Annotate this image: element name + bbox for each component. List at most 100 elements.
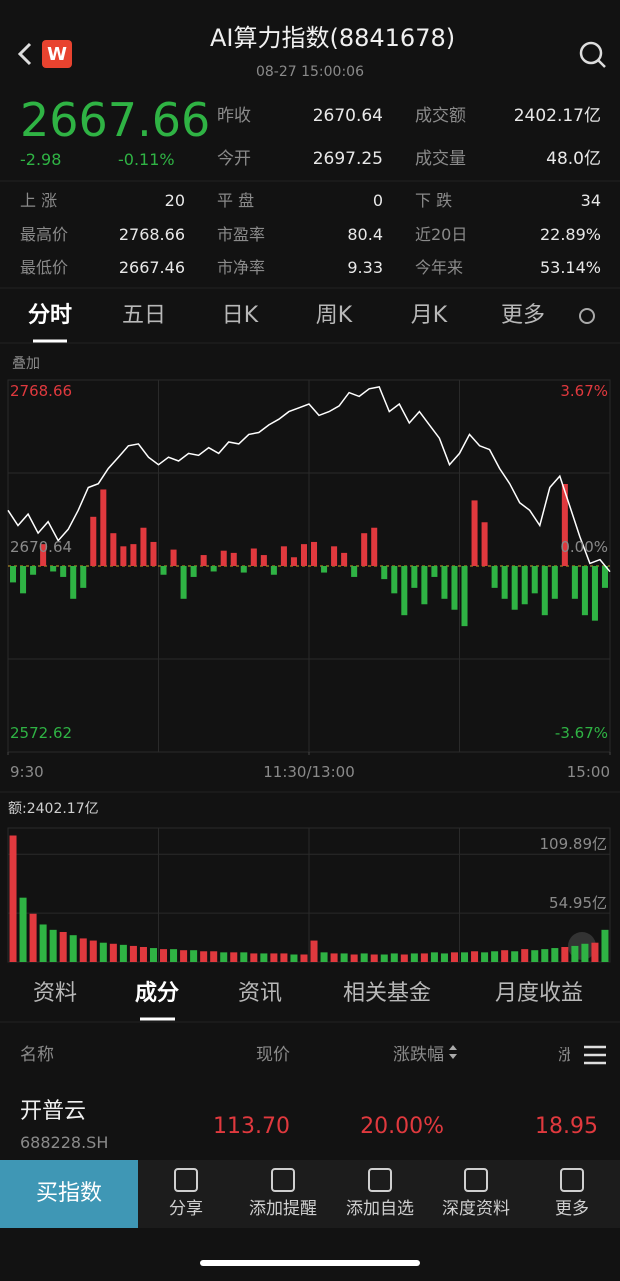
stat-value: 53.14%	[539, 258, 601, 277]
volume-tick-label: 54.95亿	[549, 893, 607, 912]
breadth-bar	[601, 566, 608, 588]
chart-tab[interactable]: 分时	[27, 303, 72, 328]
volume-bar	[591, 942, 599, 962]
volume-tick-label: 109.89亿	[539, 834, 608, 853]
volume-bar	[280, 953, 288, 962]
breadth-bar	[521, 566, 528, 605]
breadth-bar	[80, 566, 87, 588]
action-label[interactable]: 添加自选	[346, 1198, 414, 1219]
volume-bar	[531, 950, 539, 962]
section-tab[interactable]: 月度收益	[494, 981, 583, 1006]
volume-bar	[310, 940, 318, 962]
volume-bar	[521, 949, 529, 962]
chart-tab[interactable]: 五日	[121, 303, 166, 328]
volume-bar	[581, 943, 589, 962]
volume-bar	[420, 953, 428, 962]
stat-value: 2768.66	[118, 224, 185, 244]
stat-value: 9.33	[347, 258, 383, 277]
overlay-label[interactable]: 叠加	[12, 356, 40, 372]
breadth-bar	[491, 566, 498, 588]
stat-value: 0	[372, 191, 383, 210]
section-tab[interactable]: 相关基金	[342, 981, 431, 1006]
volume-bar	[260, 953, 268, 962]
breadth-bar	[280, 546, 287, 566]
stat-label: 上 涨	[20, 191, 58, 210]
action-label[interactable]: 添加提醒	[249, 1198, 317, 1219]
breadth-bar	[240, 566, 247, 573]
volume-bar	[170, 949, 178, 962]
search-icon-handle	[597, 59, 606, 68]
breadth-bar	[371, 527, 378, 566]
breadth-bar	[311, 541, 318, 566]
y-tick-label: 2572.62	[10, 723, 73, 742]
price-change: -2.98	[20, 150, 62, 169]
breadth-bar	[250, 548, 257, 566]
stat-value: 20	[164, 191, 185, 210]
volume-bar	[89, 940, 97, 962]
stat-value: 2667.46	[118, 258, 185, 277]
breadth-bar	[200, 555, 207, 566]
column-header[interactable]: 涨跌幅	[393, 1044, 444, 1065]
breadth-bar	[150, 541, 157, 566]
volume-bar	[240, 952, 248, 962]
volume-bar	[450, 952, 458, 962]
breadth-bar	[20, 566, 27, 594]
volume-bar	[129, 945, 137, 962]
action-label[interactable]: 深度资料	[442, 1198, 510, 1219]
breadth-bar	[90, 516, 97, 566]
volume-bar	[430, 952, 438, 962]
sort-icon[interactable]	[449, 1045, 457, 1059]
volume-bar	[39, 924, 47, 962]
volume-bar	[250, 953, 258, 962]
volume-bar	[360, 953, 368, 962]
volume-bar	[350, 954, 358, 962]
price-line	[7, 386, 611, 573]
y2-tick-label: 3.67%	[560, 381, 608, 400]
breadth-bar	[441, 566, 448, 599]
volume-bar	[79, 938, 87, 962]
stat-label: 最低价	[20, 258, 69, 277]
action-icon	[560, 1168, 584, 1192]
section-tab[interactable]: 资料	[32, 981, 77, 1006]
breadth-bar	[411, 566, 418, 588]
breadth-bar	[60, 566, 67, 577]
volume-bar	[19, 897, 27, 962]
volume-bar	[380, 954, 388, 962]
buy-button[interactable]	[0, 1160, 138, 1228]
app-logo	[42, 40, 72, 68]
breadth-bar	[361, 533, 368, 566]
stat-value: 22.89%	[539, 224, 601, 244]
volume-bar	[400, 954, 408, 962]
buy-label[interactable]: 买指数	[35, 1181, 102, 1206]
volume-bar	[320, 952, 328, 962]
breadth-bar	[541, 566, 548, 616]
breadth-bar	[341, 552, 348, 566]
action-label[interactable]: 分享	[169, 1198, 203, 1219]
action-icon	[368, 1168, 392, 1192]
volume-bar	[330, 953, 338, 962]
settings-icon[interactable]	[579, 308, 595, 324]
menu-icon[interactable]	[584, 1045, 606, 1065]
volume-bar	[561, 946, 569, 962]
chart-tab[interactable]: 日K	[221, 303, 259, 328]
chart-tab[interactable]: 更多	[500, 303, 545, 328]
breadth-bar	[290, 557, 297, 566]
action-label[interactable]: 更多	[555, 1198, 589, 1219]
breadth-bar	[531, 566, 538, 594]
back-icon[interactable]	[17, 42, 32, 66]
search-icon[interactable]	[579, 41, 603, 65]
stat-label: 下 跌	[415, 191, 453, 210]
section-tab[interactable]: 资讯	[237, 981, 282, 1006]
breadth-bar	[481, 522, 488, 566]
chart-tab[interactable]: 月K	[410, 303, 448, 328]
section-tab[interactable]: 成分	[134, 981, 179, 1006]
breadth-bar	[110, 533, 117, 566]
chart-tab[interactable]: 周K	[315, 303, 353, 328]
volume-bar	[119, 944, 127, 962]
breadth-bar	[421, 566, 428, 605]
breadth-bar	[100, 489, 107, 566]
breadth-bar	[351, 566, 358, 577]
breadth-bar	[260, 555, 267, 566]
stock-name[interactable]: 开普云	[20, 1099, 87, 1124]
